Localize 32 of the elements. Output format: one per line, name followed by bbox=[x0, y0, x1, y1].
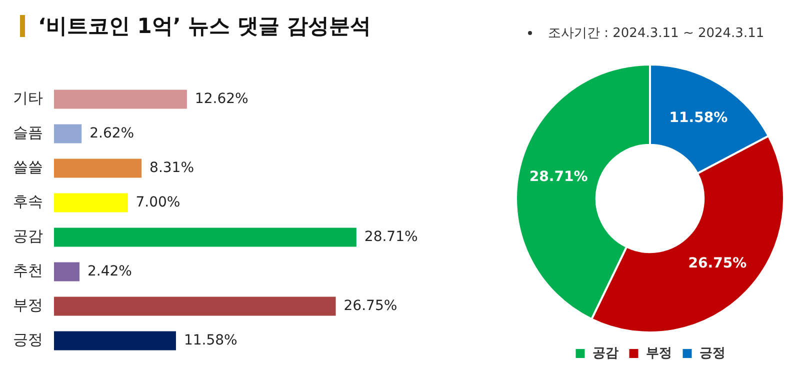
bar bbox=[54, 158, 142, 178]
data-label: 28.71% bbox=[364, 228, 418, 245]
data-label: 7.00% bbox=[136, 194, 180, 210]
y-tick-label: 공감 bbox=[13, 227, 43, 246]
y-tick-label: 쓸쓸 bbox=[13, 158, 43, 176]
data-label: 8.31% bbox=[150, 160, 194, 176]
chart-subtitle: 조사기간 : 2024.3.11 ~ 2024.3.11 bbox=[548, 25, 764, 42]
data-label: 28.71% bbox=[529, 169, 588, 186]
bar bbox=[54, 90, 187, 109]
legend-label: 긍정 bbox=[699, 346, 726, 361]
y-tick-label: 부정 bbox=[13, 296, 43, 314]
data-label: 11.58% bbox=[669, 110, 728, 126]
legend-label: 공감 bbox=[592, 346, 618, 361]
data-label: 12.62% bbox=[194, 90, 248, 107]
data-label: 26.75% bbox=[344, 298, 398, 314]
data-label: 26.75% bbox=[688, 255, 747, 272]
data-label: 11.58% bbox=[184, 332, 238, 348]
y-tick-label: 슬픔 bbox=[13, 124, 43, 142]
bar bbox=[54, 296, 336, 316]
bar bbox=[54, 193, 128, 212]
y-tick-label: 추천 bbox=[13, 262, 43, 280]
y-tick-label: 긍정 bbox=[13, 330, 43, 349]
y-tick-label: 후속 bbox=[13, 192, 43, 211]
bar bbox=[54, 262, 80, 282]
legend-label: 부정 bbox=[646, 346, 672, 361]
bar bbox=[54, 228, 356, 247]
data-label: 2.42% bbox=[87, 263, 132, 280]
bar bbox=[54, 331, 176, 350]
y-tick-label: 기타 bbox=[13, 89, 43, 108]
chart-title: ‘비트코인 1억’ 뉴스 댓글 감성분석 bbox=[38, 13, 371, 40]
data-label: 2.62% bbox=[90, 125, 134, 142]
bar bbox=[54, 124, 82, 144]
